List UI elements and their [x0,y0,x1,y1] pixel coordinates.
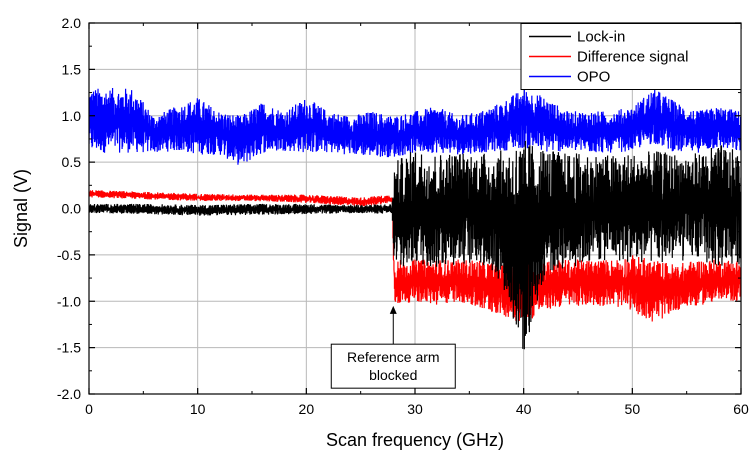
legend: Lock-in Difference signal OPO [520,23,742,90]
x-tick-label: 10 [190,401,206,417]
x-tick-label: 40 [516,401,532,417]
x-tick-labels: 0 10 20 30 40 50 60 [85,401,749,417]
y-tick-label: -0.5 [57,247,81,263]
annotation-text: blocked [369,367,417,383]
y-axis-label: Signal (V) [11,169,31,248]
y-tick-label: -1.0 [57,293,81,309]
y-tick-label: -1.5 [57,340,81,356]
series-opo [89,88,741,165]
x-tick-label: 60 [733,401,749,417]
y-tick-label: 1.5 [62,61,82,77]
y-tick-label: -2.0 [57,386,81,402]
x-tick-label: 50 [625,401,641,417]
x-tick-label: 20 [299,401,315,417]
series-lock-in [89,140,741,350]
x-tick-label: 30 [407,401,423,417]
legend-label: Difference signal [577,49,688,66]
legend-label: Lock-in [577,29,625,46]
y-tick-label: 0.5 [62,154,82,170]
annotation-arrow-head [389,305,397,314]
y-tick-labels: -2.0 -1.5 -1.0 -0.5 0.0 0.5 1.0 1.5 2.0 [57,15,81,402]
series-difference-signal [89,190,741,323]
legend-label: OPO [577,69,610,86]
x-axis-label: Scan frequency (GHz) [326,430,504,450]
x-tick-label: 0 [85,401,93,417]
annotations: Reference arm blocked [330,305,456,389]
series-layer [89,88,741,350]
annotation-box [330,343,456,389]
y-tick-label: 2.0 [62,15,82,31]
annotation-text: Reference arm [347,349,440,365]
y-tick-label: 1.0 [62,108,82,124]
y-tick-label: 0.0 [62,201,82,217]
